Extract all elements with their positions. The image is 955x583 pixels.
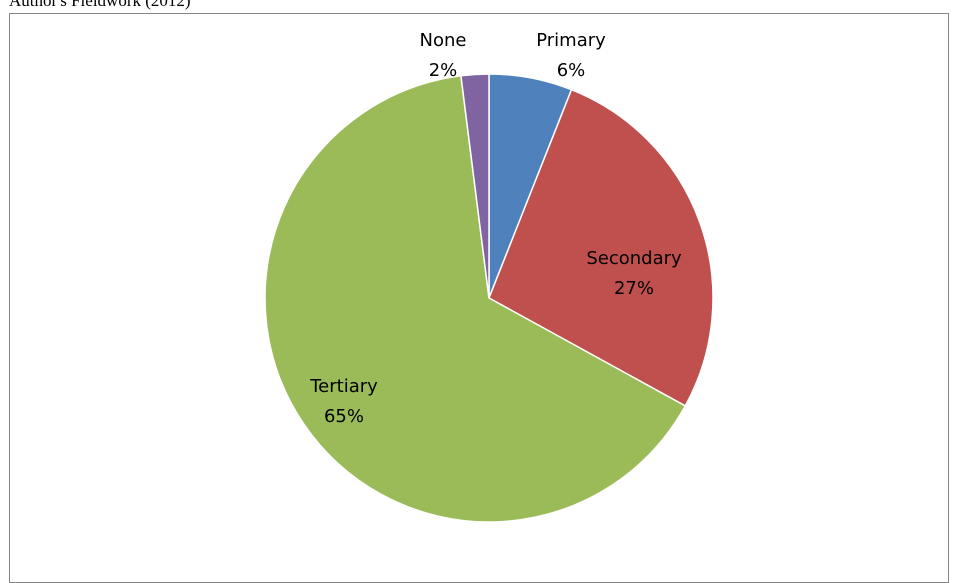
slice-label-primary: Primary	[536, 30, 606, 51]
slice-value-primary: 6%	[557, 60, 586, 81]
pie-slice-secondary	[488, 88, 714, 407]
slice-label-tertiary: Tertiary	[309, 376, 378, 397]
slice-value-none: 2%	[429, 60, 458, 81]
slice-value-tertiary: 65%	[324, 406, 364, 427]
slice-label-none: None	[420, 30, 467, 51]
figure-caption: Author's Fieldwork (2012)	[9, 0, 191, 10]
pie-slice-none	[460, 73, 490, 299]
pie-labels: Primary 6% Secondary 27% Tertiary 65% None 2%	[309, 30, 682, 427]
slice-label-secondary: Secondary	[586, 248, 682, 269]
pie-slice-tertiary	[264, 74, 687, 523]
pie-slices	[264, 73, 714, 523]
slice-value-secondary: 27%	[614, 278, 654, 299]
